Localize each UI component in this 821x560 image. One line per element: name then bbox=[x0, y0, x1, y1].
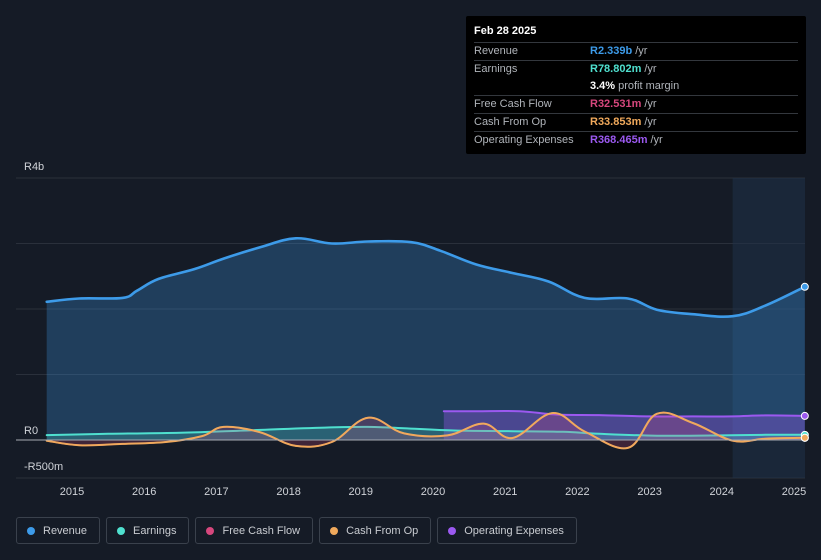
legend-item-earnings[interactable]: Earnings bbox=[106, 517, 190, 544]
legend-item-revenue[interactable]: Revenue bbox=[16, 517, 101, 544]
tooltip-value: R78.802m bbox=[590, 63, 642, 75]
revenue-area bbox=[46, 238, 805, 440]
x-tick-label: 2016 bbox=[132, 486, 156, 498]
tooltip-row-earnings: Earnings R78.802m /yr bbox=[474, 60, 798, 78]
tooltip-label: Free Cash Flow bbox=[474, 98, 552, 110]
tooltip-value: 3.4% bbox=[590, 80, 616, 92]
legend-label: Cash From Op bbox=[346, 524, 419, 537]
tooltip-value: R368.465m bbox=[590, 134, 648, 146]
tooltip-label: Revenue bbox=[474, 45, 519, 57]
legend-dot-icon bbox=[117, 526, 126, 535]
x-tick-label: 2025 bbox=[782, 486, 806, 498]
axis-layer: R4b R0 -R500m 2015 2016 2017 2018 2019 2020 2021 2… bbox=[16, 161, 806, 498]
tooltip-label: Earnings bbox=[474, 63, 518, 75]
x-tick-label: 2019 bbox=[349, 486, 373, 498]
tooltip-unit: /yr bbox=[650, 134, 663, 146]
y-tick-label: R0 bbox=[24, 425, 38, 437]
tooltip-panel: Feb 28 2025 Revenue R2.339b /yr Earnings… bbox=[466, 16, 806, 154]
x-tick-label: 2017 bbox=[204, 486, 228, 498]
operating-expenses-line bbox=[442, 409, 806, 418]
tooltip-row-revenue: Revenue R2.339b /yr bbox=[474, 42, 798, 60]
revenue-line bbox=[45, 236, 807, 318]
tooltip-row-cash-from-op: Cash From Op R33.853m /yr bbox=[474, 113, 798, 131]
legend-label: Free Cash Flow bbox=[222, 524, 301, 537]
cash-from-op-end-marker bbox=[800, 433, 809, 442]
earnings-line bbox=[45, 425, 806, 437]
legend: Revenue Earnings Free Cash Flow Cash Fro… bbox=[16, 517, 577, 544]
legend-label: Earnings bbox=[133, 524, 177, 537]
legend-item-cash-from-op[interactable]: Cash From Op bbox=[319, 517, 432, 544]
tooltip-unit: profit margin bbox=[618, 80, 680, 92]
tooltip-row-profit-margin: 3.4% profit margin bbox=[474, 78, 798, 95]
tooltip-label: Operating Expenses bbox=[474, 134, 574, 146]
x-tick-label: 2020 bbox=[421, 486, 445, 498]
legend-dot-icon bbox=[448, 526, 457, 535]
operating-expenses-end-marker bbox=[800, 411, 809, 420]
tooltip-value: R2.339b bbox=[590, 45, 633, 57]
legend-item-free-cash-flow[interactable]: Free Cash Flow bbox=[195, 517, 314, 544]
revenue-end-marker bbox=[800, 282, 809, 291]
tooltip-unit: /yr bbox=[644, 116, 657, 128]
series-layer bbox=[45, 236, 807, 450]
legend-label: Revenue bbox=[43, 524, 88, 537]
legend-dot-icon bbox=[330, 526, 339, 535]
tooltip-label: Cash From Op bbox=[474, 116, 547, 128]
tooltip-value: R33.853m bbox=[590, 116, 642, 128]
tooltip-unit: /yr bbox=[635, 45, 648, 57]
x-tick-label: 2022 bbox=[565, 486, 589, 498]
tooltip-unit: /yr bbox=[644, 63, 657, 75]
y-tick-label: R4b bbox=[24, 161, 44, 173]
tooltip-value: R32.531m bbox=[590, 98, 642, 110]
x-tick-label: 2018 bbox=[276, 486, 300, 498]
tooltip-unit: /yr bbox=[644, 98, 657, 110]
legend-label: Operating Expenses bbox=[464, 524, 564, 537]
x-tick-label: 2021 bbox=[493, 486, 517, 498]
legend-dot-icon bbox=[27, 526, 35, 535]
tooltip-row-operating-expenses: Operating Expenses R368.465m /yr bbox=[474, 131, 798, 149]
tooltip-row-free-cash-flow: Free Cash Flow R32.531m /yr bbox=[474, 95, 798, 113]
legend-dot-icon bbox=[206, 526, 215, 535]
end-markers bbox=[800, 282, 809, 442]
grid-lines bbox=[16, 177, 805, 479]
earnings-area bbox=[46, 426, 805, 440]
x-tick-label: 2024 bbox=[710, 486, 734, 498]
free-cash-flow-area bbox=[46, 412, 805, 449]
x-tick-label: 2023 bbox=[637, 486, 661, 498]
legend-item-operating-expenses[interactable]: Operating Expenses bbox=[437, 517, 577, 544]
forecast-region bbox=[732, 178, 805, 478]
x-tick-label: 2015 bbox=[60, 486, 84, 498]
tooltip-date: Feb 28 2025 bbox=[474, 25, 537, 37]
y-tick-label: -R500m bbox=[24, 461, 63, 473]
